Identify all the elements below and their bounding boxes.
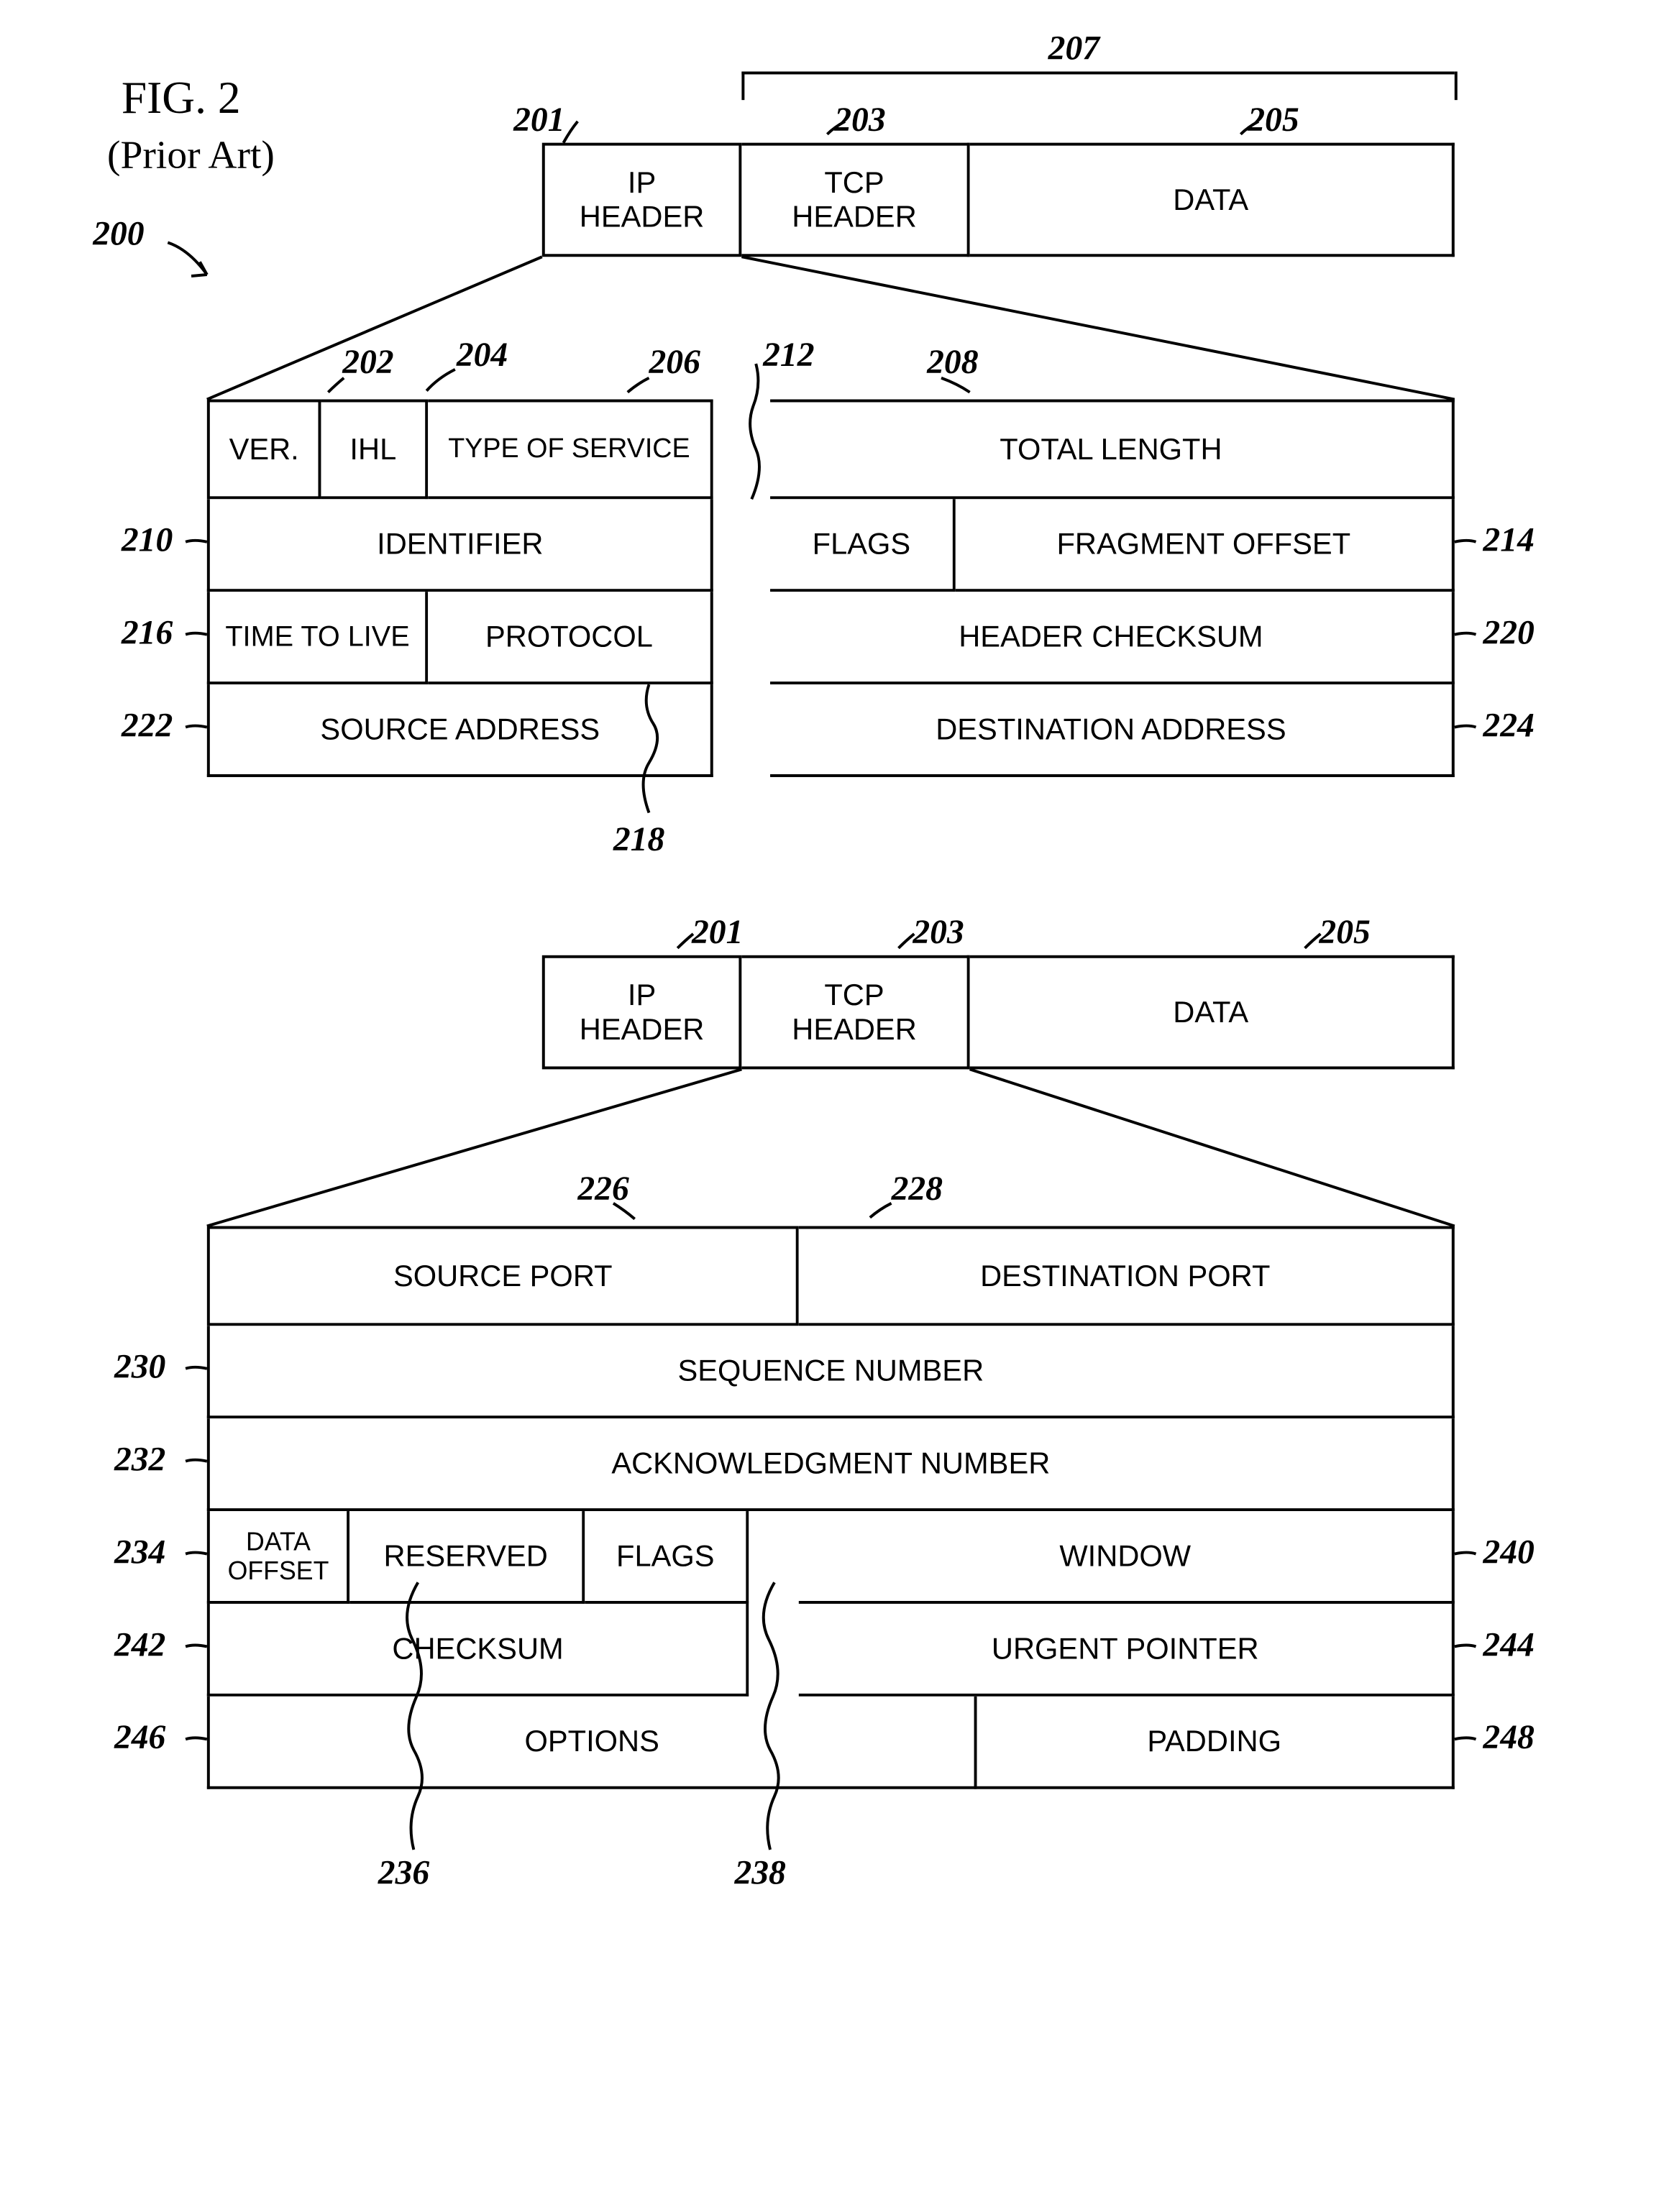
- ref-201-a: 201: [513, 100, 564, 139]
- ref-205-b: 205: [1319, 912, 1370, 952]
- ref-242: 242: [114, 1625, 165, 1665]
- figure-subtitle: (Prior Art): [107, 132, 275, 178]
- ip-flags: FLAGS: [770, 499, 956, 592]
- ip-tos: TYPE OF SERVICE: [428, 400, 713, 500]
- ref-216: 216: [122, 613, 173, 653]
- ref-228: 228: [892, 1169, 943, 1208]
- packet1-data: DATA: [970, 143, 1455, 257]
- ip-checksum: HEADER CHECKSUM: [770, 592, 1455, 684]
- ref-202: 202: [342, 342, 393, 382]
- bracket-207-l: [741, 71, 744, 100]
- tcp-options: OPTIONS: [207, 1697, 977, 1789]
- tcp-window: WINDOW: [799, 1511, 1455, 1604]
- tcp-src-port: SOURCE PORT: [207, 1226, 799, 1326]
- ip-gap-r1: [713, 400, 770, 500]
- packet1-tcp-header: TCP HEADER: [741, 143, 969, 257]
- ref-204: 204: [457, 335, 508, 375]
- ip-ihl: IHL: [321, 400, 428, 500]
- ip-src: SOURCE ADDRESS: [207, 684, 713, 777]
- ref-248: 248: [1483, 1718, 1534, 1758]
- bracket-207-r: [1455, 71, 1458, 100]
- ref-226: 226: [577, 1169, 628, 1208]
- packet2-tcp-header: TCP HEADER: [741, 955, 969, 1070]
- bracket-207: [741, 71, 1454, 74]
- ip-total-length: TOTAL LENGTH: [770, 400, 1455, 500]
- ref-240: 240: [1483, 1533, 1534, 1572]
- ref-238: 238: [734, 1853, 785, 1893]
- ref-214: 214: [1483, 520, 1534, 560]
- tcp-reserved: RESERVED: [349, 1511, 585, 1604]
- tcp-ack: ACKNOWLEDGMENT NUMBER: [207, 1418, 1455, 1511]
- ref-232: 232: [114, 1440, 165, 1479]
- ip-dst: DESTINATION ADDRESS: [770, 684, 1455, 777]
- figure-page: FIG. 2 (Prior Art) 207 IP HEADER TCP HEA…: [29, 29, 1669, 2165]
- ref-208: 208: [927, 342, 978, 382]
- tcp-flags: FLAGS: [585, 1511, 749, 1604]
- tcp-gap-r4: [749, 1511, 798, 1604]
- ref-246: 246: [114, 1718, 165, 1758]
- ip-ttl: TIME TO LIVE: [207, 592, 428, 684]
- figure-title: FIG. 2: [122, 71, 241, 124]
- tcp-seq: SEQUENCE NUMBER: [207, 1326, 1455, 1418]
- tcp-gap-r5: [749, 1604, 798, 1697]
- packet1-ip-header: IP HEADER: [542, 143, 742, 257]
- ref-230: 230: [114, 1347, 165, 1387]
- ref-222: 222: [122, 706, 173, 745]
- ref-224: 224: [1483, 706, 1534, 745]
- ref-203-a: 203: [834, 100, 885, 139]
- ref-206: 206: [649, 342, 700, 382]
- ref-234: 234: [114, 1533, 165, 1572]
- ref-220: 220: [1483, 613, 1534, 653]
- ip-frag-offset: FRAGMENT OFFSET: [956, 499, 1455, 592]
- ip-ver: VER.: [207, 400, 321, 500]
- ref-205-a: 205: [1248, 100, 1299, 139]
- ip-protocol: PROTOCOL: [428, 592, 713, 684]
- tcp-urgent: URGENT POINTER: [799, 1604, 1455, 1697]
- packet2-ip-header: IP HEADER: [542, 955, 742, 1070]
- tcp-checksum: CHECKSUM: [207, 1604, 749, 1697]
- ref-210: 210: [122, 520, 173, 560]
- ref-244: 244: [1483, 1625, 1534, 1665]
- tcp-dst-port: DESTINATION PORT: [799, 1226, 1455, 1326]
- ref-236: 236: [378, 1853, 429, 1893]
- ref-201-b: 201: [692, 912, 743, 952]
- tcp-padding: PADDING: [977, 1697, 1455, 1789]
- packet2-data: DATA: [970, 955, 1455, 1070]
- ip-identifier: IDENTIFIER: [207, 499, 713, 592]
- tcp-data-offset: DATA OFFSET: [207, 1511, 349, 1604]
- overlay-svg: [29, 29, 1669, 2165]
- ref-218: 218: [613, 820, 664, 859]
- ref-212: 212: [763, 335, 814, 375]
- ref-203-b: 203: [913, 912, 964, 952]
- ref-200: 200: [93, 214, 144, 254]
- ref-207: 207: [1048, 29, 1099, 68]
